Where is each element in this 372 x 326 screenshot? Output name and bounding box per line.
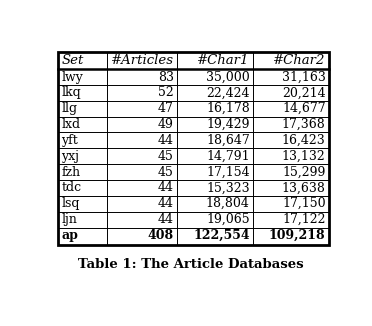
- Text: 15,299: 15,299: [282, 166, 326, 179]
- Text: 17,122: 17,122: [282, 213, 326, 226]
- Text: Set: Set: [61, 54, 84, 67]
- Text: 19,429: 19,429: [206, 118, 250, 131]
- Text: #Char1: #Char1: [197, 54, 250, 67]
- Text: 45: 45: [158, 166, 174, 179]
- Text: #Articles: #Articles: [111, 54, 174, 67]
- Text: 52: 52: [158, 86, 174, 99]
- Text: 109,218: 109,218: [269, 229, 326, 242]
- Text: ap: ap: [61, 229, 78, 242]
- Text: tdc: tdc: [61, 182, 81, 194]
- Text: 19,065: 19,065: [206, 213, 250, 226]
- Text: llg: llg: [61, 102, 78, 115]
- Text: ljn: ljn: [61, 213, 77, 226]
- Text: yft: yft: [61, 134, 78, 147]
- Text: 14,677: 14,677: [282, 102, 326, 115]
- Text: 15,323: 15,323: [206, 182, 250, 194]
- Text: 83: 83: [158, 70, 174, 83]
- Text: 35,000: 35,000: [206, 70, 250, 83]
- Text: 31,163: 31,163: [282, 70, 326, 83]
- Text: 45: 45: [158, 150, 174, 163]
- Text: 17,154: 17,154: [206, 166, 250, 179]
- Text: 408: 408: [148, 229, 174, 242]
- Text: lkq: lkq: [61, 86, 81, 99]
- Text: 22,424: 22,424: [206, 86, 250, 99]
- Text: 14,791: 14,791: [206, 150, 250, 163]
- Text: lwy: lwy: [61, 70, 83, 83]
- Text: 13,132: 13,132: [282, 150, 326, 163]
- Text: lxd: lxd: [61, 118, 81, 131]
- Text: 18,804: 18,804: [206, 197, 250, 210]
- Text: 17,150: 17,150: [282, 197, 326, 210]
- Text: 122,554: 122,554: [193, 229, 250, 242]
- Text: 44: 44: [158, 197, 174, 210]
- Text: 44: 44: [158, 182, 174, 194]
- Text: 44: 44: [158, 213, 174, 226]
- Text: #Char2: #Char2: [273, 54, 326, 67]
- Text: 49: 49: [158, 118, 174, 131]
- Text: Table 1: The Article Databases: Table 1: The Article Databases: [78, 258, 304, 271]
- Text: yxj: yxj: [61, 150, 80, 163]
- Text: fzh: fzh: [61, 166, 81, 179]
- Text: 13,638: 13,638: [282, 182, 326, 194]
- Text: 16,423: 16,423: [282, 134, 326, 147]
- Text: 47: 47: [158, 102, 174, 115]
- Text: 18,647: 18,647: [206, 134, 250, 147]
- Text: lsq: lsq: [61, 197, 80, 210]
- Text: 16,178: 16,178: [206, 102, 250, 115]
- Text: 20,214: 20,214: [282, 86, 326, 99]
- Text: 17,368: 17,368: [282, 118, 326, 131]
- Text: 44: 44: [158, 134, 174, 147]
